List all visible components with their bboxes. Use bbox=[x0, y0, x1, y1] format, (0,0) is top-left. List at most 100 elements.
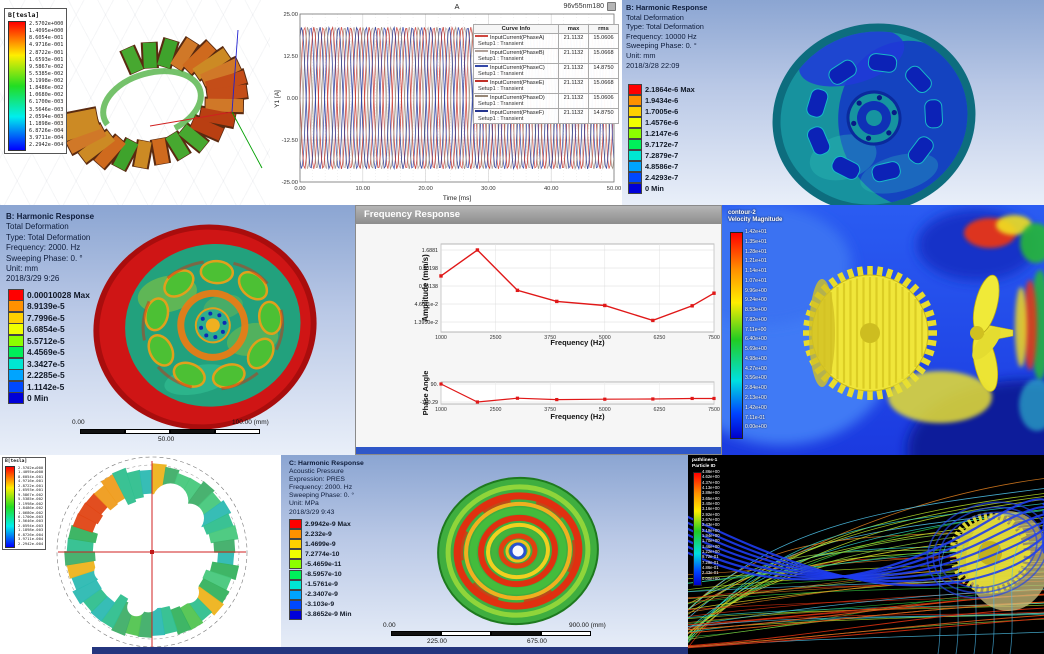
x-tick-label: 0.00 bbox=[294, 186, 305, 192]
field-wedge bbox=[209, 561, 240, 581]
panel-acoustic-pressure: C: Harmonic Response Acoustic Pressure Exp… bbox=[281, 455, 688, 654]
legend-value: 3.1998e-002 bbox=[18, 500, 44, 506]
pathline bbox=[688, 611, 1044, 628]
info-line: Type: Total Deformation bbox=[6, 232, 91, 242]
bolt-hole bbox=[856, 100, 862, 106]
legend-value: 2.2285e-5 bbox=[27, 370, 65, 381]
ruler-seg bbox=[125, 429, 170, 434]
bolt-hole bbox=[200, 316, 205, 321]
window-title-bar[interactable]: Frequency Response bbox=[356, 206, 721, 224]
coil-segment bbox=[206, 84, 248, 103]
curve-rms: 15.0606 bbox=[588, 93, 619, 109]
curve-row: InputCurrent(PhaseC) Setup1 : Transient 21… bbox=[473, 63, 619, 79]
legend-values: 2.5702e+000 1.4095e+000 8.6054e-001 4.9716e… bbox=[18, 465, 44, 548]
x-tick-label: 6250 bbox=[654, 335, 666, 341]
info-line: Unit: mm bbox=[6, 264, 38, 274]
field-wedge bbox=[71, 570, 99, 591]
info-line: Frequency: 2000. Hz bbox=[6, 243, 81, 253]
impeller-blade bbox=[972, 327, 1001, 360]
lightening-hole bbox=[905, 65, 932, 94]
legend-row: 4.8586e-7 bbox=[628, 161, 695, 172]
legend-color-chip bbox=[289, 539, 302, 550]
lightening-hole bbox=[831, 155, 861, 180]
curve-info-cell: InputCurrent(PhaseF) Setup1 : Transient bbox=[473, 108, 559, 124]
legend-value: 0 Min bbox=[27, 393, 49, 404]
field-wedge bbox=[193, 586, 224, 616]
legend-value: 1.0680e-002 bbox=[29, 92, 64, 99]
field-legend: B[tesla] 2.5702e+000 1.4095e+000 8.6054e-0… bbox=[4, 8, 68, 154]
gear-teeth bbox=[949, 512, 1031, 594]
legend-color-chip bbox=[289, 599, 302, 610]
field-wedge bbox=[100, 594, 129, 629]
legend-value: 1.4576e-6 bbox=[645, 118, 679, 127]
field-wedge bbox=[170, 606, 192, 635]
pathline-blue bbox=[688, 506, 1044, 579]
legend-color-chip bbox=[289, 569, 302, 580]
ruler-label-q1: 225.00 bbox=[427, 638, 447, 645]
acoustic-disc-view bbox=[437, 476, 599, 626]
curve-rms: 14.8750 bbox=[588, 108, 619, 124]
field-wedge bbox=[202, 569, 232, 591]
plot-title: A bbox=[454, 2, 460, 11]
lightening-hole bbox=[807, 126, 831, 156]
legend-row: 9.7172e-7 bbox=[628, 139, 695, 150]
info-line: 2018/3/29 9:43 bbox=[289, 508, 335, 516]
pathline-blue bbox=[688, 509, 1044, 583]
lightening-hole bbox=[907, 136, 934, 165]
legend-value: 1.1898e-003 bbox=[29, 120, 64, 127]
legend-color-chip bbox=[289, 529, 302, 540]
window-bottom-bar bbox=[92, 647, 688, 654]
x-tick-label: 50.00 bbox=[607, 186, 622, 192]
gear-side-shade bbox=[809, 279, 835, 387]
pressure-legend: 2.9942e-9 Max 2.232e-9 1.4699e-9 7.2774e-10… bbox=[289, 519, 351, 620]
legend-value: 1.2147e-6 bbox=[645, 129, 679, 138]
ruler-seg bbox=[391, 631, 441, 636]
legend-color-chip bbox=[628, 128, 642, 139]
curve-row: InputCurrent(PhaseF) Setup1 : Transient 21… bbox=[473, 108, 619, 124]
info-line: B: Harmonic Response bbox=[6, 212, 95, 221]
coil-segment bbox=[205, 98, 244, 113]
phase-axis-label: Phase Angle bbox=[421, 370, 430, 416]
curve-swatch bbox=[475, 110, 488, 112]
pathline-hot bbox=[688, 607, 1044, 647]
legend-color-chip bbox=[8, 334, 24, 347]
legend-color-chip bbox=[8, 311, 24, 324]
x-tick-label: 1000 bbox=[435, 407, 447, 413]
coil-segment bbox=[165, 131, 190, 161]
legend-row: 1.7005e-6 bbox=[628, 106, 695, 117]
ruler-label-q3: 675.00 bbox=[527, 638, 547, 645]
pathline-cyan bbox=[973, 544, 983, 654]
legend-value: 4.8586e-7 bbox=[645, 162, 679, 171]
info-line: Expression: PRES bbox=[289, 476, 345, 484]
y-tick-label: -12.50 bbox=[282, 138, 298, 144]
pathline bbox=[688, 503, 1044, 643]
x-tick-label: 7500 bbox=[708, 335, 720, 341]
deformation-legend: 0.00010028 Max 8.9139e-5 7.7996e-5 6.6854e-… bbox=[8, 288, 90, 405]
x-tick-label: 10.00 bbox=[356, 186, 371, 192]
legend-color-chip bbox=[8, 346, 24, 359]
design-label: 96v55nm180 bbox=[564, 2, 616, 11]
legend-row: 0.00010028 Max bbox=[8, 288, 90, 301]
pathline-loop bbox=[926, 501, 1044, 599]
flux-void bbox=[94, 562, 113, 581]
data-marker bbox=[690, 396, 694, 401]
legend-row: -3.8652e-9 Min bbox=[289, 609, 351, 620]
gear-3d bbox=[803, 266, 937, 400]
coil-segment bbox=[121, 45, 144, 74]
legend-value: 9.5867e-002 bbox=[18, 491, 44, 497]
legend-value: 6.8726e-004 bbox=[29, 127, 64, 134]
field-wedge bbox=[151, 607, 166, 636]
bolt-hole bbox=[217, 313, 222, 318]
data-marker bbox=[515, 288, 520, 293]
curve-rms: 14.8750 bbox=[588, 63, 619, 79]
legend-value: 1.4095e+000 bbox=[18, 469, 44, 475]
x-tick-label: 3750 bbox=[544, 335, 556, 341]
lightening-hole bbox=[828, 59, 857, 85]
field-wedge bbox=[66, 560, 96, 579]
legend-value: 8.6054e-001 bbox=[29, 35, 64, 42]
ruler-label-end: 900.00 (mm) bbox=[569, 622, 606, 629]
legend-row: -1.5761e-9 bbox=[289, 579, 351, 590]
coil-segment bbox=[204, 70, 247, 95]
frequency-response-charts: 1000 2500 3750 5000 6250 7500 1.6881 0.50198 0.1… bbox=[414, 243, 720, 413]
info-line: Type: Total Deformation bbox=[626, 22, 704, 32]
